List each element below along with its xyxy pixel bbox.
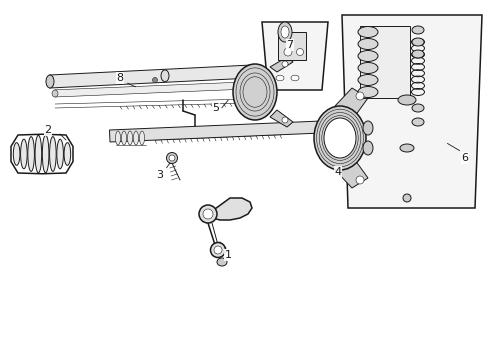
- Ellipse shape: [42, 135, 49, 173]
- Ellipse shape: [167, 153, 177, 163]
- Ellipse shape: [13, 143, 20, 165]
- Ellipse shape: [140, 131, 145, 145]
- Ellipse shape: [363, 141, 373, 155]
- Polygon shape: [335, 88, 368, 116]
- Ellipse shape: [356, 92, 364, 100]
- Ellipse shape: [296, 49, 303, 55]
- Ellipse shape: [116, 131, 121, 145]
- Ellipse shape: [358, 63, 378, 73]
- Ellipse shape: [211, 243, 225, 257]
- Polygon shape: [208, 198, 252, 220]
- Ellipse shape: [35, 135, 42, 173]
- Text: 2: 2: [45, 125, 51, 135]
- Ellipse shape: [398, 95, 416, 105]
- Ellipse shape: [46, 75, 54, 88]
- Ellipse shape: [127, 131, 132, 145]
- Ellipse shape: [246, 65, 258, 78]
- Polygon shape: [109, 120, 345, 142]
- Ellipse shape: [21, 139, 27, 169]
- Ellipse shape: [233, 64, 277, 120]
- Ellipse shape: [358, 75, 378, 85]
- Text: 8: 8: [117, 73, 123, 83]
- Ellipse shape: [356, 176, 364, 184]
- Text: 5: 5: [213, 103, 220, 113]
- Ellipse shape: [412, 104, 424, 112]
- Text: 7: 7: [287, 40, 294, 50]
- Ellipse shape: [358, 39, 378, 50]
- Ellipse shape: [291, 75, 299, 81]
- Ellipse shape: [282, 61, 288, 67]
- Ellipse shape: [358, 50, 378, 62]
- Ellipse shape: [282, 117, 288, 123]
- Text: 1: 1: [224, 250, 231, 260]
- Ellipse shape: [412, 38, 424, 46]
- Ellipse shape: [161, 70, 169, 82]
- Bar: [278, 32, 306, 60]
- Polygon shape: [55, 82, 248, 97]
- Ellipse shape: [217, 258, 227, 266]
- Ellipse shape: [28, 136, 34, 171]
- Polygon shape: [270, 57, 293, 72]
- Ellipse shape: [203, 209, 213, 219]
- Ellipse shape: [276, 75, 284, 81]
- Ellipse shape: [278, 22, 292, 42]
- Ellipse shape: [122, 131, 126, 145]
- Ellipse shape: [214, 246, 222, 254]
- Ellipse shape: [133, 131, 139, 145]
- Polygon shape: [335, 160, 368, 188]
- Ellipse shape: [49, 136, 56, 171]
- Ellipse shape: [358, 27, 378, 37]
- Ellipse shape: [363, 121, 373, 135]
- Polygon shape: [49, 65, 252, 88]
- Ellipse shape: [199, 205, 217, 223]
- Ellipse shape: [152, 77, 157, 82]
- Ellipse shape: [324, 118, 356, 158]
- Ellipse shape: [64, 143, 71, 165]
- Ellipse shape: [169, 155, 175, 161]
- Ellipse shape: [412, 118, 424, 126]
- Polygon shape: [342, 15, 482, 208]
- Polygon shape: [262, 22, 328, 90]
- Text: 3: 3: [156, 170, 164, 180]
- Ellipse shape: [412, 26, 424, 34]
- Ellipse shape: [314, 106, 366, 170]
- Bar: [360, 26, 410, 98]
- Ellipse shape: [358, 86, 378, 98]
- Ellipse shape: [57, 139, 63, 169]
- Ellipse shape: [412, 50, 424, 58]
- Ellipse shape: [400, 144, 414, 152]
- Polygon shape: [270, 110, 293, 127]
- Text: 6: 6: [462, 153, 468, 163]
- Text: 4: 4: [335, 167, 342, 177]
- Ellipse shape: [403, 194, 411, 202]
- Ellipse shape: [284, 48, 292, 56]
- Ellipse shape: [52, 90, 58, 97]
- Ellipse shape: [281, 26, 289, 38]
